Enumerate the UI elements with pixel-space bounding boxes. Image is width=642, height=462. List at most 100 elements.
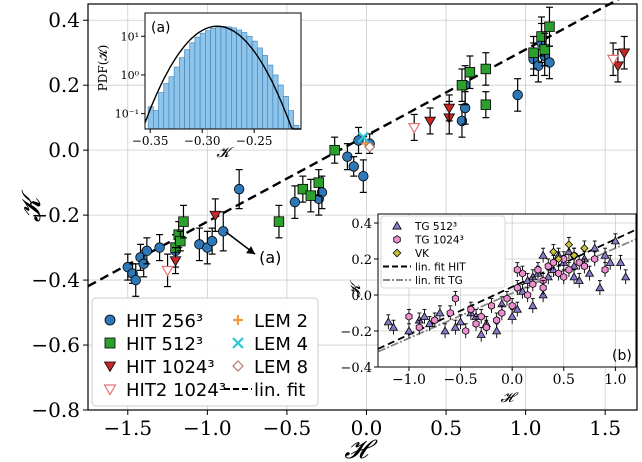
data-point [456,80,468,91]
inset-b-point [580,262,588,271]
inset-b-point [590,243,600,252]
inset-a-y-tick-label: 10⁰ [121,69,140,82]
inset-b-point [528,301,538,310]
data-point [618,48,631,59]
inset-a-fit-curve [144,25,301,130]
legend-marker [103,384,117,396]
histogram-bar [231,27,237,130]
inset-a-panel: −0.35 −0.30 −0.25 10⁻¹ 10⁰ 10¹ (a) 𝓚 PDF(𝓚) [96,12,302,161]
inset-b-point [534,265,542,274]
inset-b-point [507,311,517,320]
inset-b-y-tick-label: −0.2 [340,325,372,340]
histogram-bar [147,106,154,130]
data-point [528,47,539,58]
inset-b-point [513,265,521,274]
histogram-bar [236,29,243,130]
inset-b-point [565,265,573,274]
data-point [305,190,316,201]
main-legend-box [91,297,319,407]
legend-label: HIT 1024³ [126,357,215,378]
main-plot-frame [87,3,638,411]
inset-b-point [435,308,445,317]
inset-b-point [493,316,501,325]
legend-marker [104,337,116,349]
inset-b-point [513,283,521,292]
inset-b-point [467,305,475,314]
inset-b-legend-label: VK [415,248,430,260]
histogram-bar [163,83,170,130]
legend-label: HIT 512³ [126,334,203,355]
inset-b-legend-marker [392,221,402,230]
inset-b-point [549,247,558,256]
legend-marker [233,315,243,325]
inset-a-y-tick-label: 10¹ [121,30,139,43]
inset-a-panel-label: (a) [151,20,171,36]
data-point [130,274,141,286]
inset-b-legend-label: TG 512³ [414,221,457,233]
legend-marker [232,360,244,372]
data-point [544,21,555,32]
inset-b-y-tick-label: 0.4 [351,217,372,232]
inset-b-point [600,250,610,259]
histogram-bar [199,32,206,130]
annotation-label: (a) [259,248,281,267]
legend-marker [104,314,116,326]
inset-b-point [488,301,496,310]
inset-b-point [455,317,466,326]
inset-b-point [462,326,470,336]
inset-b-point [472,319,480,328]
data-point [161,265,174,277]
data-point [480,99,492,110]
inset-a-x-tick-label: −0.35 [132,134,169,148]
inset-b-point [492,326,502,335]
inset-b-point [529,280,537,289]
inset-b-point [615,257,626,266]
inset-b-legend-label: lin. fit TG [415,275,463,287]
histogram-bar [215,26,222,130]
legend-label: LEM 4 [254,334,308,355]
inset-b-point [476,329,486,338]
inset-b-x-axis-label: 𝓗 [501,390,519,406]
data-point [611,61,624,72]
inset-b-point [524,290,532,300]
main-y-tick-label: −0.6 [31,333,80,357]
data-point [206,235,218,247]
data-point [512,89,523,101]
main-annotation: (a) [225,231,281,267]
inset-a-ticks: −0.35 −0.30 −0.25 10⁻¹ 10⁰ 10¹ [115,30,273,148]
inset-b-point [419,311,430,320]
inset-b-point [610,236,621,245]
histogram-bar [153,110,159,130]
inset-b-point [569,251,579,260]
inset-b-point [584,268,595,277]
inset-b-point [451,294,459,303]
inset-b-y-tick-label: −0.4 [340,361,372,376]
legend-marker [232,337,244,349]
main-y-tick-label: 0.2 [48,73,80,97]
main-x-tick-label: 0.0 [351,416,383,440]
inset-b-y-tick-label: 0.0 [351,289,372,304]
inset-b-point [482,323,490,332]
data-point [273,216,285,227]
inset-b-point [431,316,439,325]
data-point [154,242,165,253]
histogram-bar [210,28,217,130]
inset-b-point [405,312,413,321]
data-point [536,31,547,42]
legend-label: LEM 8 [254,357,308,378]
inset-b-point [512,304,522,313]
inset-b-point [450,322,461,331]
data-point [233,183,245,195]
inset-b-point [440,326,450,335]
data-point [297,183,309,195]
data-point [313,177,324,188]
main-y-tick-label: 0.4 [48,8,80,32]
inset-b-point [601,265,609,274]
inset-b-point [404,326,414,335]
histogram-bar [179,57,185,130]
legend-marker [103,361,117,373]
inset-b-point [424,319,435,328]
legend-label: LEM 2 [254,311,308,332]
